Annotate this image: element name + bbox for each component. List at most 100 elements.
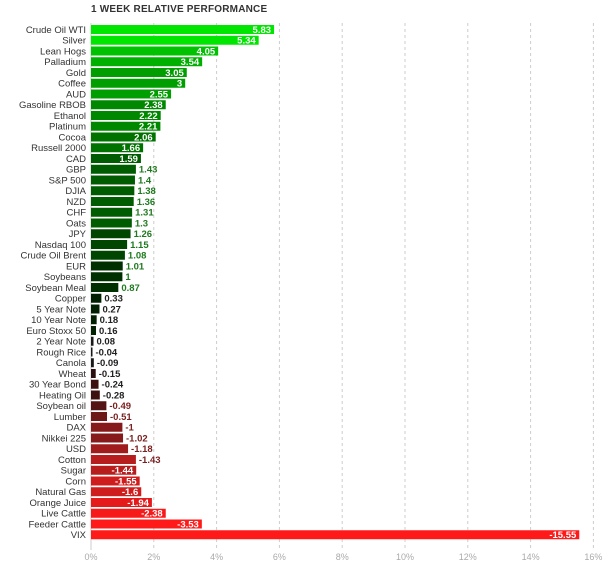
bar: [91, 100, 166, 110]
bar-layer: [91, 25, 580, 540]
bar: [91, 250, 125, 260]
bar: [91, 519, 202, 529]
bar: [91, 433, 124, 443]
category-label: Cocoa: [59, 132, 87, 143]
grid-layer: [90, 23, 594, 550]
value-label: 1.59: [119, 154, 138, 165]
x-tick-label: 0%: [84, 552, 97, 562]
category-label: Live Cattle: [41, 509, 86, 520]
bar: [91, 401, 107, 411]
value-label: 3.54: [181, 57, 200, 68]
bar: [91, 229, 131, 239]
x-tick-label: 4%: [210, 552, 223, 562]
value-label: 1.38: [137, 186, 156, 197]
value-label: 5.34: [237, 36, 256, 47]
category-label: Russell 2000: [31, 143, 86, 154]
value-label: -15.55: [549, 530, 577, 541]
value-label: 3.05: [165, 68, 184, 79]
category-label: Nikkei 225: [42, 433, 86, 444]
category-label: Natural Gas: [35, 487, 86, 498]
bar: [91, 508, 166, 518]
category-label: Soybean oil: [36, 401, 86, 412]
category-label: Crude Oil Brent: [21, 251, 87, 262]
value-label: 1.4: [138, 175, 152, 186]
value-label: -1.02: [126, 433, 148, 444]
label-layer: Crude Oil WTI 5.83 Silver 5.34 Lean Hogs 4.05…: [19, 25, 577, 541]
category-label: Crude Oil WTI: [26, 25, 86, 36]
bar: [91, 143, 144, 153]
bar: [91, 412, 108, 421]
category-label: Wheat: [59, 369, 87, 380]
bar: [91, 358, 94, 368]
value-label: -2.38: [141, 509, 163, 520]
value-label: 2.22: [139, 111, 158, 122]
category-label: Rough Rice: [36, 347, 86, 358]
bar: [91, 261, 123, 271]
category-label: Orange Juice: [29, 498, 86, 509]
category-label: Silver: [62, 36, 86, 47]
value-label: 1.01: [126, 261, 145, 272]
bar: [91, 304, 100, 314]
bar: [91, 390, 100, 400]
x-axis: 0% 2% 4% 6% 8% 10% 12% 14% 16%: [84, 552, 602, 562]
bar: [91, 444, 129, 454]
category-label: Palladium: [44, 57, 86, 68]
bar: [91, 272, 123, 282]
bar: [91, 121, 161, 131]
bar: [91, 240, 128, 249]
value-label: -0.04: [96, 347, 118, 358]
bar: [91, 111, 161, 120]
category-label: CAD: [66, 154, 86, 165]
value-label: -1.43: [139, 455, 161, 466]
value-label: -0.24: [102, 380, 124, 391]
bar: [91, 46, 219, 56]
value-label: -3.53: [177, 519, 199, 530]
value-label: 2.06: [134, 132, 153, 143]
x-tick-label: 16%: [584, 552, 602, 562]
bar: [91, 132, 156, 142]
value-label: -0.51: [110, 412, 132, 423]
category-label: Cotton: [58, 455, 86, 466]
category-label: AUD: [66, 89, 86, 100]
value-label: 1.31: [135, 208, 154, 219]
bar: [91, 347, 93, 357]
bar: [91, 293, 102, 303]
category-label: 2 Year Note: [36, 337, 86, 348]
category-label: Platinum: [49, 122, 86, 133]
category-label: Lean Hogs: [40, 46, 86, 57]
value-label: 1.66: [122, 143, 141, 154]
category-label: Nasdaq 100: [35, 240, 86, 251]
category-label: DAX: [66, 423, 86, 434]
category-label: 30 Year Bond: [29, 380, 86, 391]
value-label: 1.36: [137, 197, 156, 208]
bar: [91, 207, 133, 217]
bar: [91, 498, 152, 507]
value-label: 2.55: [150, 89, 169, 100]
category-label: Copper: [55, 294, 86, 305]
category-label: EUR: [66, 261, 86, 272]
category-label: Ethanol: [54, 111, 86, 122]
category-label: Heating Oil: [39, 390, 86, 401]
bar: [91, 283, 119, 292]
bar: [91, 35, 259, 45]
value-label: 0.08: [97, 337, 116, 348]
value-label: -0.28: [103, 390, 125, 401]
value-label: 1.26: [134, 229, 153, 240]
value-label: 4.05: [197, 46, 216, 57]
value-label: -1.55: [115, 476, 137, 487]
category-label: Coffee: [58, 79, 86, 90]
bar: [91, 68, 187, 77]
x-tick-label: 6%: [273, 552, 286, 562]
value-label: 1: [125, 272, 131, 283]
value-label: 2.38: [144, 100, 163, 111]
value-label: -1.18: [131, 444, 153, 455]
bar: [91, 57, 203, 67]
bar: [91, 326, 97, 335]
bar: [91, 25, 275, 34]
category-label: CHF: [66, 208, 86, 219]
chart-title: 1 WEEK RELATIVE PERFORMANCE: [91, 4, 268, 15]
value-label: 1.43: [139, 165, 158, 176]
x-tick-label: 12%: [459, 552, 477, 562]
category-label: Gold: [66, 68, 86, 79]
bar: [91, 379, 99, 389]
